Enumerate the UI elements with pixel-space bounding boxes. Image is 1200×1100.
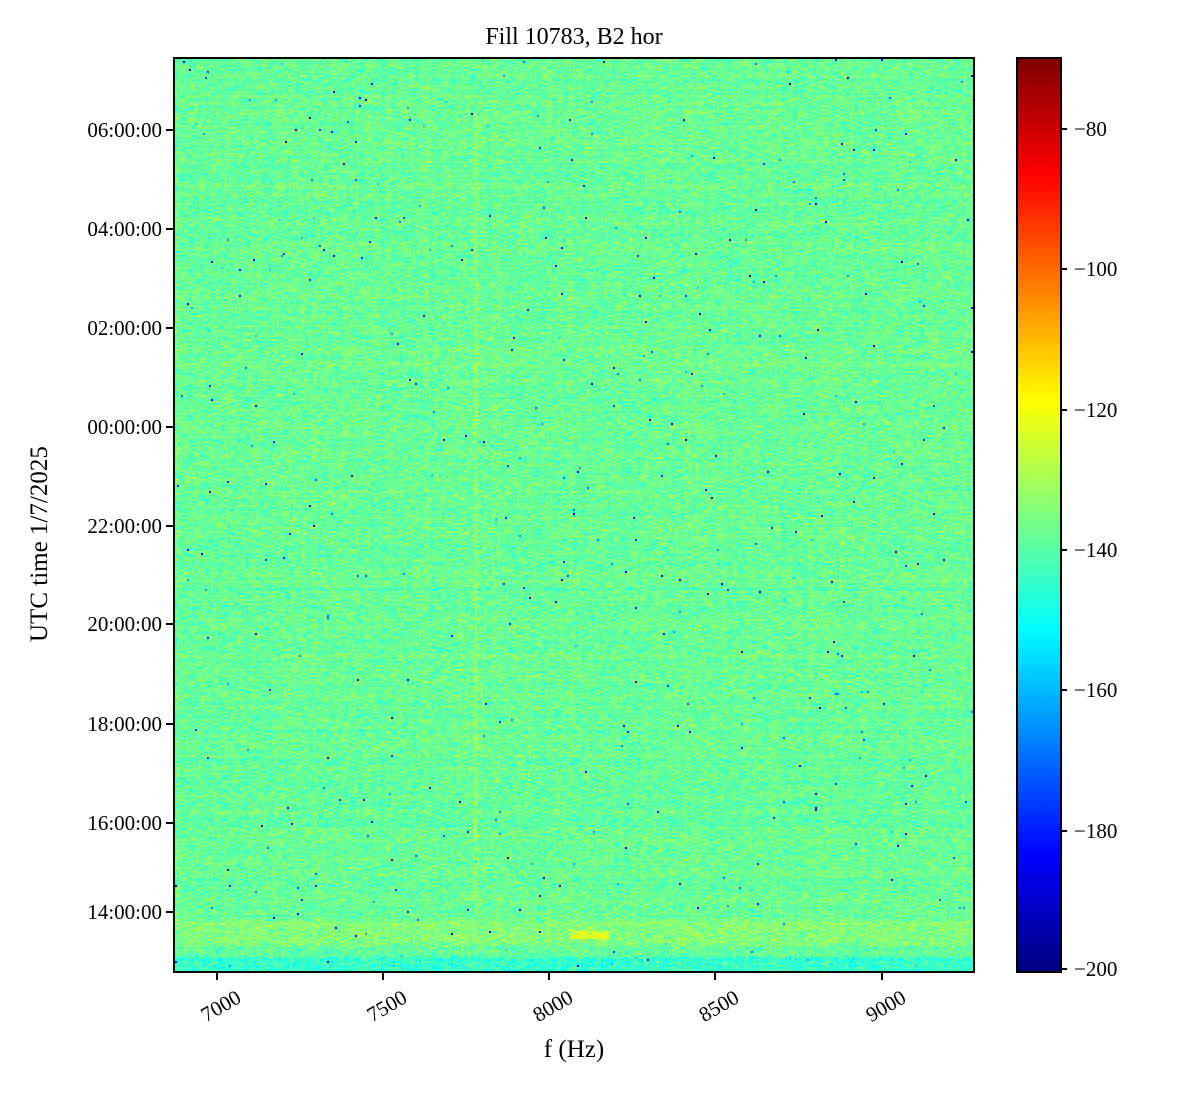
colorbar-tick-label: −180 [1074,818,1118,843]
y-tick-mark [166,327,173,330]
colorbar-tick-mark [1060,549,1067,552]
y-tick-label: 02:00:00 [87,316,162,341]
heatmap-plot-area [173,57,975,973]
colorbar [1016,57,1062,973]
colorbar-tick-label: −200 [1074,957,1118,981]
y-tick-label: 18:00:00 [87,711,162,736]
y-tick-mark [166,722,173,725]
y-tick-label: 04:00:00 [87,216,162,241]
y-tick-mark [166,425,173,428]
colorbar-tick-label: −140 [1074,538,1118,563]
colorbar-tick-label: −80 [1074,117,1107,142]
y-tick-mark [166,129,173,132]
colorbar-tick-label: −100 [1074,257,1118,282]
colorbar-tick-label: −160 [1074,678,1118,703]
y-tick-mark [166,822,173,825]
spectrogram-heatmap-canvas [175,59,973,971]
y-tick-mark [166,227,173,230]
colorbar-tick-mark [1060,829,1067,832]
colorbar-tick-mark [1060,268,1067,271]
y-tick-label: 14:00:00 [87,899,162,924]
x-tick-mark [880,973,883,980]
y-tick-label: 20:00:00 [87,612,162,637]
y-tick-mark [166,524,173,527]
y-tick-label: 16:00:00 [87,811,162,836]
x-tick-mark [381,973,384,980]
colorbar-tick-mark [1060,689,1067,692]
colorbar-tick-mark [1060,128,1067,131]
y-tick-label: 22:00:00 [87,513,162,538]
y-tick-label: 06:00:00 [87,118,162,143]
x-axis-label: f (Hz) [543,1036,605,1063]
x-tick-mark [714,973,717,980]
x-tick-mark [548,973,551,980]
x-tick-mark [215,973,218,980]
y-tick-mark [166,910,173,913]
y-tick-label: 00:00:00 [87,414,162,439]
chart-title: Fill 10783, B2 hor [485,24,663,50]
colorbar-tick-mark [1060,968,1067,970]
colorbar-tick-label: −120 [1074,397,1118,422]
y-tick-mark [166,623,173,626]
colorbar-gradient-canvas [1018,59,1060,971]
colorbar-tick-mark [1060,408,1067,411]
